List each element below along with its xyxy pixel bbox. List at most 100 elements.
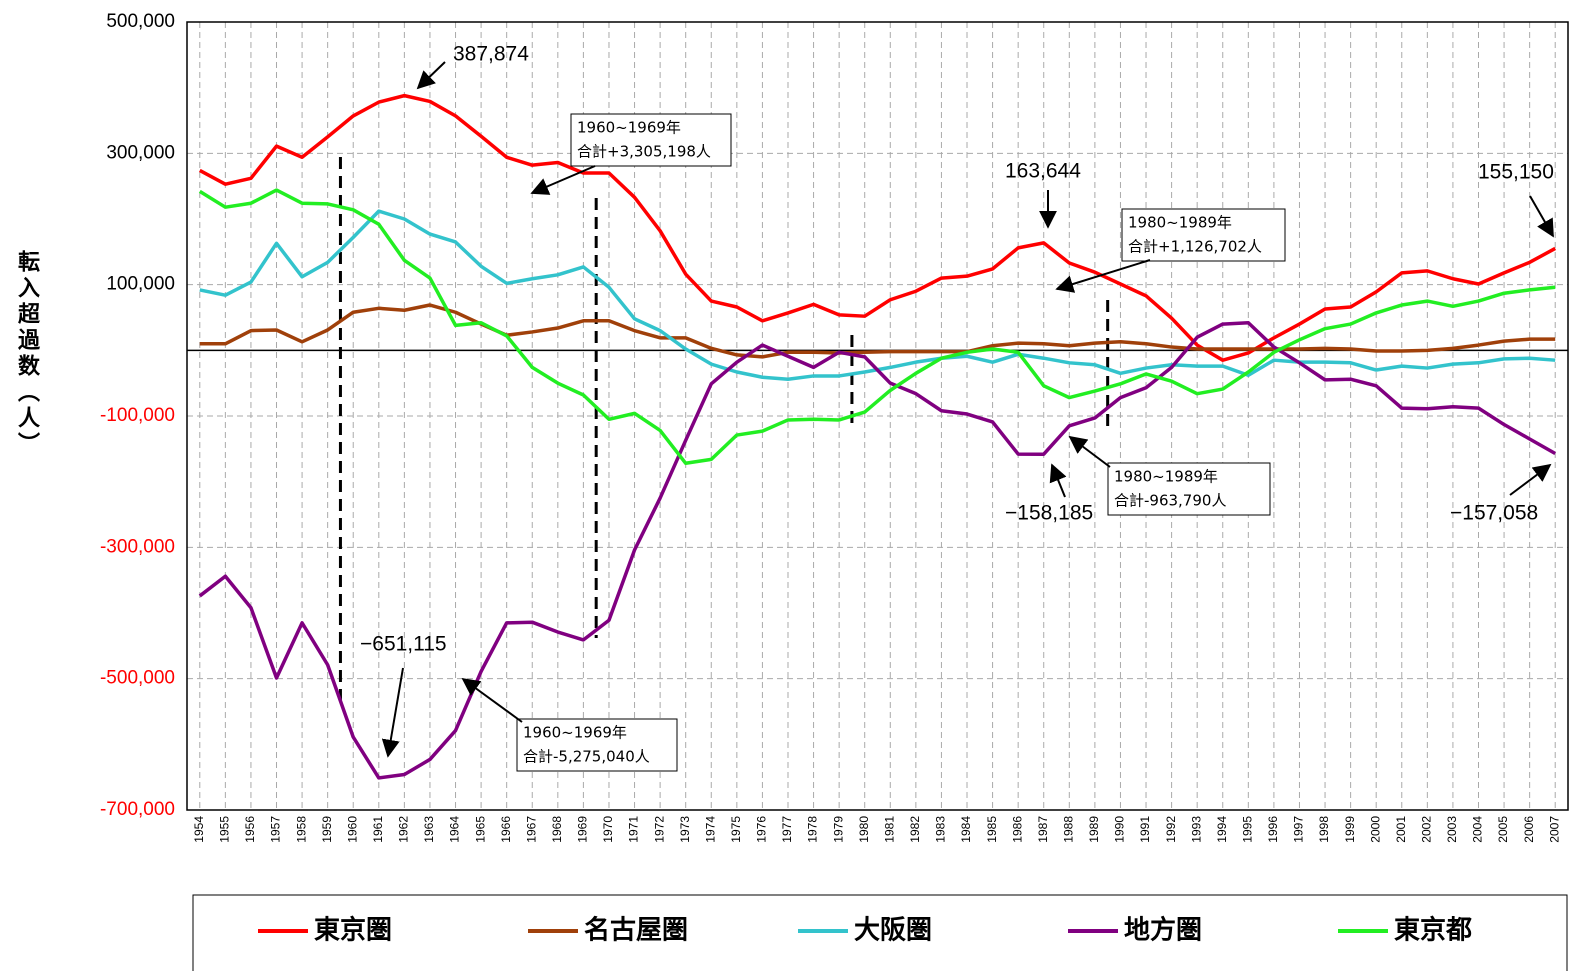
annotation-box [1107,462,1271,516]
x-tick-label: 1995 [1240,816,1254,843]
legend-label: 東京圏 [314,915,392,946]
annotation-label: −157,058 [1450,502,1538,525]
y-tick-label: -500,000 [100,668,175,689]
x-tick-label: 1989 [1087,816,1101,843]
x-tick-label: 1997 [1292,816,1306,843]
x-tick-label: 1990 [1113,816,1127,843]
annotation-label: 387,874 [453,43,529,66]
x-tick-label: 1959 [320,816,334,843]
y-tick-label: 100,000 [106,274,175,295]
annotation-text: 合計+3,305,198人 [577,143,711,161]
annotation-text: 1980~1989年 [1114,468,1218,486]
series-line [199,303,1556,359]
annotation-arrow [1509,463,1552,496]
x-tick-label: 1966 [499,816,513,843]
series-line [198,321,1557,780]
x-tick-label: 1979 [831,816,845,843]
annotation-arrow [1068,435,1111,468]
annotation-arrow [1049,463,1067,498]
x-tick-label: 2004 [1471,816,1485,843]
x-tick-label: 1968 [550,816,564,843]
x-tick-label: 1993 [1189,816,1203,843]
x-tick-label: 1984 [959,816,973,843]
y-tick-label: -700,000 [100,799,175,820]
annotation-label: 163,644 [1005,160,1081,183]
y-axis-label: 転入超過数（人） [14,250,39,458]
x-tick-label: 1977 [780,816,794,843]
annotation-label: 155,150 [1478,161,1554,184]
x-tick-label: 1955 [218,816,232,843]
annotation-label: −158,185 [1005,502,1093,525]
annotation-text: 合計+1,126,702人 [1128,238,1262,256]
annotation-label: −651,115 [360,633,447,656]
x-tick-label: 1981 [882,816,896,843]
x-tick-label: 1970 [601,816,615,843]
x-tick-label: 2007 [1547,816,1561,843]
x-tick-label: 1969 [576,816,590,843]
annotation-arrow [381,667,404,758]
plot-frame [186,21,1569,811]
legend-label: 大阪圏 [854,916,932,946]
x-tick-label: 1985 [985,816,999,843]
annotation-arrow [461,677,523,723]
x-tick-label: 1960 [345,816,359,843]
x-tick-label: 1982 [908,816,922,843]
x-tick-label: 1975 [729,816,743,843]
annotation-text: 合計-5,275,040人 [523,748,650,766]
x-tick-label: 1992 [1164,816,1178,843]
x-tick-label: 1954 [192,816,206,843]
x-tick-label: 1972 [652,816,666,843]
x-tick-label: 2001 [1394,816,1408,843]
x-tick-label: 1991 [1138,816,1152,843]
annotation-arrow [416,61,446,90]
x-tick-label: 1956 [243,816,257,843]
x-tick-label: 2002 [1420,816,1434,843]
y-tick-label: 300,000 [106,142,175,163]
series-line [199,209,1556,381]
x-tick-label: 1957 [269,816,283,843]
x-tick-label: 1976 [755,816,769,843]
x-tick-label: 1983 [934,816,948,843]
annotation-text: 1980~1989年 [1128,214,1232,232]
x-tick-label: 1980 [857,816,871,843]
legend-label: 名古屋圏 [584,915,688,946]
x-tick-label: 1998 [1317,816,1331,843]
x-tick-label: 1973 [678,816,692,843]
series-line [198,188,1556,466]
x-tick-label: 1994 [1215,816,1229,843]
x-tick-label: 1965 [473,816,487,843]
x-tick-label: 1974 [703,816,717,843]
annotation-text: 1960~1969年 [523,724,627,742]
annotation-text: 1960~1969年 [577,119,681,137]
legend-label: 地方圏 [1124,915,1202,946]
annotation-box [570,113,732,167]
x-tick-label: 2006 [1522,816,1536,843]
x-tick-label: 1971 [627,816,641,843]
annotation-arrow [1529,195,1554,238]
x-tick-label: 1963 [422,816,436,843]
annotation-box [1121,208,1286,262]
x-tick-label: 1964 [448,816,462,843]
annotation-box [516,718,678,772]
x-tick-label: 2003 [1445,816,1459,843]
annotation-text: 合計-963,790人 [1114,492,1226,510]
y-tick-label: -300,000 [100,536,175,557]
x-tick-label: 2000 [1368,816,1382,843]
x-tick-label: 1978 [806,816,820,843]
x-tick-label: 1967 [524,816,538,843]
x-tick-label: 1962 [397,816,411,843]
annotation-arrow [530,165,596,195]
series-line [198,93,1557,362]
x-tick-label: 1987 [1036,816,1050,843]
x-tick-label: 1961 [371,816,385,843]
y-tick-label: 500,000 [106,11,175,32]
x-tick-label: 1986 [1010,816,1024,843]
x-tick-label: 2005 [1496,816,1510,843]
annotation-arrow [1055,259,1151,293]
x-tick-label: 1988 [1061,816,1075,843]
y-tick-label: -100,000 [100,405,175,426]
x-tick-label: 1958 [294,816,308,843]
x-tick-label: 1999 [1343,816,1357,843]
